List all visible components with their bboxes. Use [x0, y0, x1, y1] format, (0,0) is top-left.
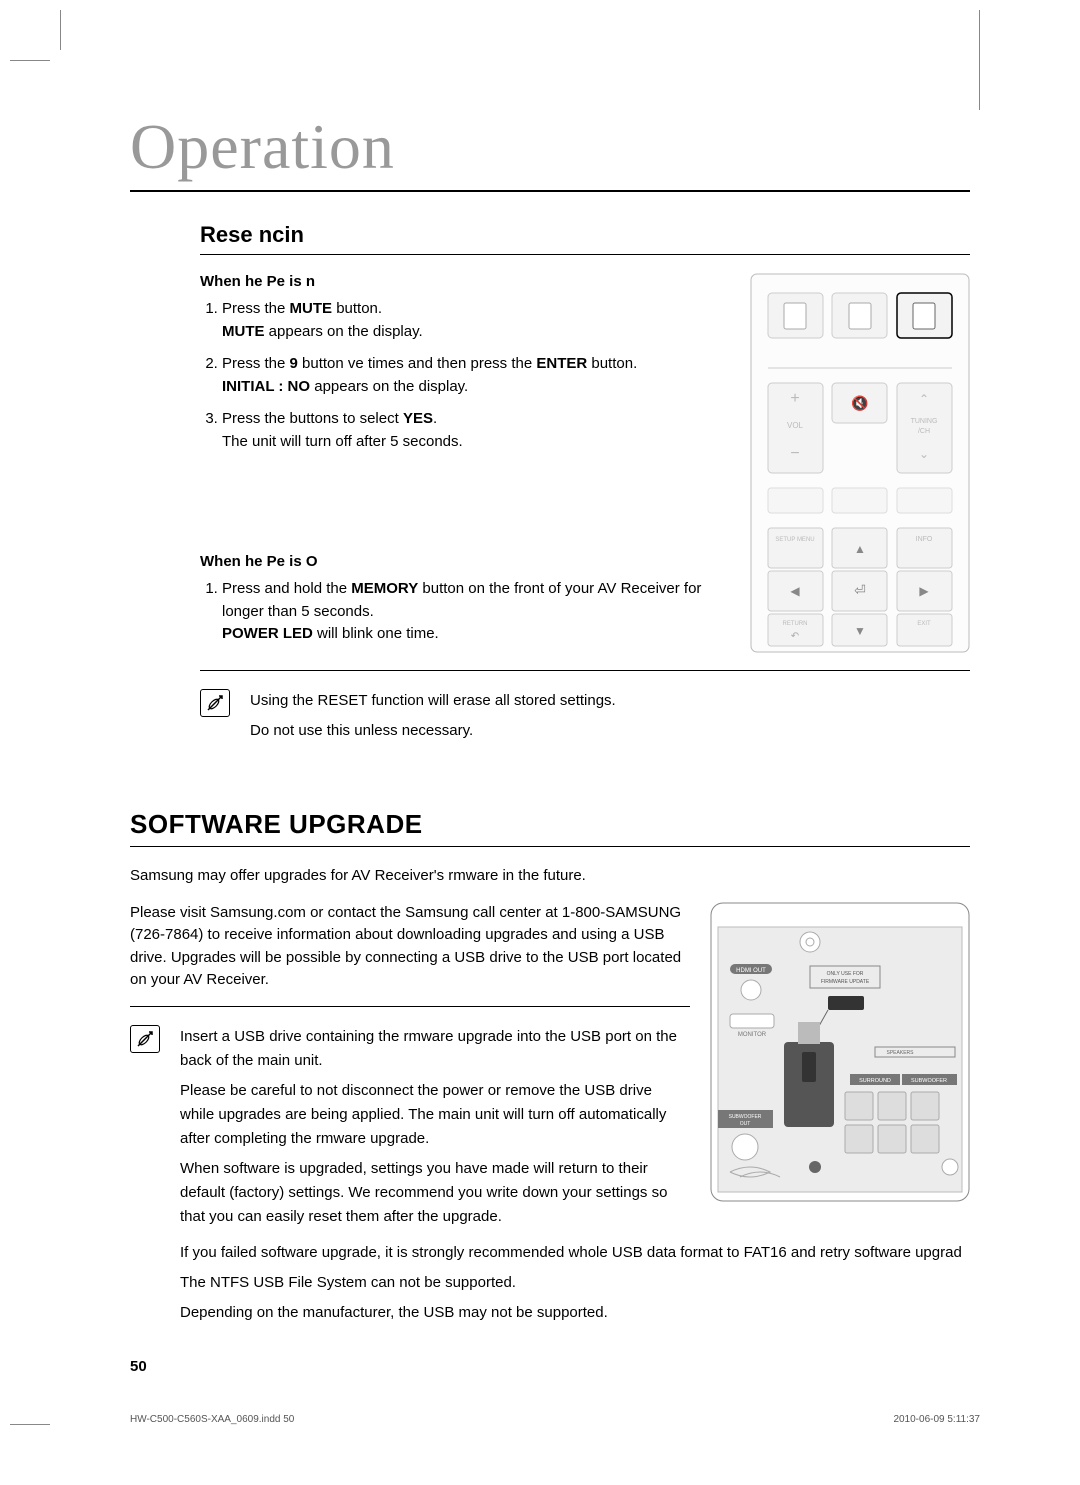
svg-text:EXIT: EXIT: [917, 621, 931, 627]
footer: HW-C500-C560S-XAA_0609.indd 50 2010-06-0…: [130, 1414, 980, 1425]
t: appears on the display.: [265, 323, 423, 340]
note-line: The NTFS USB File System can not be supp…: [180, 1271, 970, 1295]
note-icon: [200, 689, 230, 717]
svg-text:FIRMWARE UPDATE: FIRMWARE UPDATE: [821, 979, 870, 985]
t: MUTE: [290, 300, 333, 317]
svg-text:⌃: ⌃: [919, 392, 929, 406]
note-line: If you failed software upgrade, it is st…: [180, 1241, 970, 1265]
t: ENTER: [536, 355, 587, 372]
subhead-power-on: When he Pe is n: [200, 273, 730, 290]
steps-off: Press and hold the MEMORY button on the …: [200, 578, 730, 646]
chapter-title: Operation: [130, 110, 970, 192]
svg-text:ONLY USE FOR: ONLY USE FOR: [827, 971, 864, 977]
footer-file: HW-C500-C560S-XAA_0609.indd 50: [130, 1414, 294, 1425]
t: Press the buttons to select: [222, 410, 403, 427]
software-heading: SOFTWARE UPGRADE: [130, 809, 970, 847]
svg-text:▼: ▼: [854, 624, 866, 638]
note-line: When software is upgraded, settings you …: [180, 1157, 690, 1229]
step: Press the 9 button ve times and then pre…: [222, 353, 730, 398]
t: button.: [332, 300, 382, 317]
svg-text:🔇: 🔇: [851, 395, 868, 412]
svg-text:↶: ↶: [791, 631, 799, 642]
t: 9: [290, 355, 298, 372]
svg-text:RETURN: RETURN: [783, 621, 808, 627]
t: MUTE: [222, 323, 265, 340]
svg-text:◀: ◀: [790, 584, 800, 598]
t: YES: [403, 410, 433, 427]
svg-text:⏎: ⏎: [854, 582, 866, 598]
crop-mark: [979, 10, 980, 110]
t: INITIAL : NO: [222, 378, 310, 395]
t: Press and hold the: [222, 580, 351, 597]
svg-text:▲: ▲: [854, 542, 866, 556]
sw-p1: Samsung may offer upgrades for AV Receiv…: [130, 865, 970, 888]
svg-text:+: +: [790, 390, 799, 407]
note-line: Do not use this unless necessary.: [250, 719, 616, 743]
svg-text:SETUP MENU: SETUP MENU: [775, 537, 814, 543]
svg-text:VOL: VOL: [787, 421, 804, 430]
t: will blink one time.: [313, 625, 439, 642]
t: button.: [587, 355, 637, 372]
reset-note: Using the RESET function will erase all …: [200, 670, 970, 749]
sw-p2: Please visit Samsung.com or contact the …: [130, 902, 690, 992]
svg-text:SUBWOOFER: SUBWOOFER: [729, 1114, 762, 1120]
note-line: Insert a USB drive containing the rmware…: [180, 1025, 690, 1073]
reset-section: When he Pe is n Press the MUTE button. M…: [130, 273, 970, 658]
svg-text:▶: ▶: [919, 584, 929, 598]
note-icon: [130, 1025, 160, 1053]
crop-mark: [10, 60, 50, 61]
svg-text:HDMI OUT: HDMI OUT: [736, 968, 766, 974]
software-upgrade-section: SOFTWARE UPGRADE Samsung may offer upgra…: [130, 809, 970, 1325]
usb-diagram: HDMI OUT ONLY USE FOR FIRMWARE UPDATE MO…: [710, 902, 970, 1210]
t: .: [433, 410, 437, 427]
t: button ve times and then press the: [298, 355, 536, 372]
t: Press the: [222, 355, 290, 372]
t: POWER LED: [222, 625, 313, 642]
step: Press and hold the MEMORY button on the …: [222, 578, 730, 646]
svg-text:−: −: [790, 445, 799, 462]
svg-text:/CH: /CH: [918, 428, 930, 435]
software-notes: Insert a USB drive containing the rmware…: [130, 1006, 690, 1235]
svg-text:SPEAKERS: SPEAKERS: [887, 1050, 915, 1056]
note-line: Using the RESET function will erase all …: [250, 689, 616, 713]
t: Press the: [222, 300, 290, 317]
subhead-power-off: When he Pe is O: [200, 553, 730, 570]
steps-on: Press the MUTE button. MUTE appears on t…: [200, 298, 730, 453]
remote-diagram: + VOL − 🔇 ⌃ TUNING /CH ⌄ SETUP MENU ▲ IN…: [750, 273, 970, 658]
page-number: 50: [130, 1358, 147, 1375]
svg-text:SURROUND: SURROUND: [859, 1078, 891, 1084]
step: Press the MUTE button. MUTE appears on t…: [222, 298, 730, 343]
note-line: Please be careful to not disconnect the …: [180, 1079, 690, 1151]
t: The unit will turn off after 5 seconds.: [222, 433, 463, 450]
svg-text:SUBWOOFER: SUBWOOFER: [911, 1078, 947, 1084]
footer-date: 2010-06-09 5:11:37: [893, 1414, 980, 1425]
svg-text:INFO: INFO: [916, 536, 933, 543]
svg-text:MONITOR: MONITOR: [738, 1032, 767, 1038]
reset-heading: Rese ncin: [200, 222, 970, 255]
svg-text:OUT: OUT: [740, 1121, 751, 1127]
crop-mark: [10, 1424, 50, 1425]
svg-text:⌄: ⌄: [919, 447, 929, 461]
crop-mark: [60, 10, 61, 50]
step: Press the buttons to select YES. The uni…: [222, 408, 730, 453]
note-line: Depending on the manufacturer, the USB m…: [180, 1301, 970, 1325]
t: appears on the display.: [310, 378, 468, 395]
t: MEMORY: [351, 580, 418, 597]
svg-text:TUNING: TUNING: [911, 418, 938, 425]
page-content: Operation Rese ncin When he Pe is n Pres…: [0, 0, 1080, 1325]
